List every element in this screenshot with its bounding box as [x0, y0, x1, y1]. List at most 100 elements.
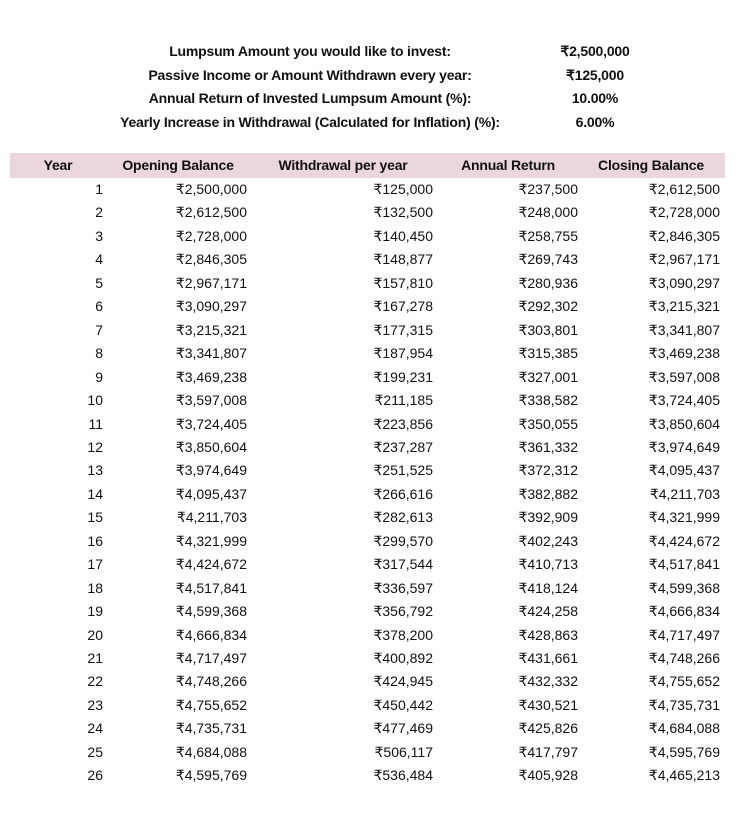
cell-closing-balance: ₹3,850,604 [648, 415, 720, 432]
cell-closing-balance: ₹3,597,008 [648, 368, 720, 385]
cell-opening-balance: ₹3,597,008 [175, 392, 247, 409]
cell-year: 5 [95, 274, 103, 291]
cell-closing-balance: ₹4,717,497 [648, 626, 720, 643]
cell-withdrawal: ₹251,525 [373, 462, 433, 479]
table-row: 9 ₹3,469,238 ₹199,231 ₹327,001 ₹3,597,008 [0, 366, 753, 389]
cell-annual-return: ₹410,713 [518, 556, 578, 573]
cell-withdrawal: ₹177,315 [373, 321, 433, 338]
cell-annual-return: ₹315,385 [518, 345, 578, 362]
cell-closing-balance: ₹2,846,305 [648, 227, 720, 244]
cell-annual-return: ₹392,909 [518, 509, 578, 526]
summary-value: ₹125,000 [566, 66, 624, 83]
summary-value: 10.00% [571, 90, 619, 106]
cell-year: 18 [87, 579, 103, 596]
cell-withdrawal: ₹282,613 [373, 509, 433, 526]
cell-opening-balance: ₹4,517,841 [175, 579, 247, 596]
table-row: 4 ₹2,846,305 ₹148,877 ₹269,743 ₹2,967,171 [0, 248, 753, 271]
cell-annual-return: ₹269,743 [518, 251, 578, 268]
summary-label: Lumpsum Amount you would like to invest: [169, 43, 451, 59]
cell-annual-return: ₹417,797 [518, 743, 578, 760]
cell-opening-balance: ₹2,728,000 [175, 227, 247, 244]
cell-annual-return: ₹428,863 [518, 626, 578, 643]
cell-opening-balance: ₹4,095,437 [175, 485, 247, 502]
cell-year: 7 [95, 321, 103, 338]
cell-closing-balance: ₹3,724,405 [648, 392, 720, 409]
cell-year: 16 [87, 532, 103, 549]
cell-opening-balance: ₹3,215,321 [175, 321, 247, 338]
cell-withdrawal: ₹167,278 [373, 298, 433, 315]
table-row: 12 ₹3,850,604 ₹237,287 ₹361,332 ₹3,974,649 [0, 436, 753, 459]
cell-closing-balance: ₹3,974,649 [648, 438, 720, 455]
cell-withdrawal: ₹317,544 [373, 556, 433, 573]
summary-label: Annual Return of Invested Lumpsum Amount… [148, 90, 472, 106]
cell-year: 11 [88, 415, 103, 432]
cell-year: 6 [95, 298, 103, 315]
cell-opening-balance: ₹4,321,999 [175, 532, 247, 549]
cell-opening-balance: ₹4,424,672 [175, 556, 247, 573]
table-row: 11 ₹3,724,405 ₹223,856 ₹350,055 ₹3,850,604 [0, 413, 753, 436]
cell-annual-return: ₹327,001 [518, 368, 578, 385]
cell-opening-balance: ₹2,846,305 [175, 251, 247, 268]
table-row: 25 ₹4,684,088 ₹506,117 ₹417,797 ₹4,595,769 [0, 741, 753, 764]
cell-opening-balance: ₹4,211,703 [176, 509, 247, 526]
cell-annual-return: ₹402,243 [518, 532, 578, 549]
cell-withdrawal: ₹336,597 [373, 579, 433, 596]
cell-year: 10 [87, 392, 103, 409]
summary-row: Lumpsum Amount you would like to invest:… [0, 40, 753, 62]
cell-closing-balance: ₹4,666,834 [648, 603, 720, 620]
cell-year: 14 [87, 485, 103, 502]
cell-annual-return: ₹292,302 [518, 298, 578, 315]
table-row: 20 ₹4,666,834 ₹378,200 ₹428,863 ₹4,717,497 [0, 624, 753, 647]
table-row: 24 ₹4,735,731 ₹477,469 ₹425,826 ₹4,684,088 [0, 717, 753, 740]
table-row: 16 ₹4,321,999 ₹299,570 ₹402,243 ₹4,424,672 [0, 530, 753, 553]
cell-closing-balance: ₹4,211,703 [649, 485, 720, 502]
table-row: 6 ₹3,090,297 ₹167,278 ₹292,302 ₹3,215,321 [0, 295, 753, 318]
cell-year: 19 [87, 603, 103, 620]
cell-year: 8 [95, 345, 103, 362]
cell-opening-balance: ₹4,717,497 [175, 650, 247, 666]
cell-year: 21 [87, 650, 103, 666]
cell-closing-balance: ₹4,735,731 [648, 696, 720, 713]
cell-withdrawal: ₹299,570 [373, 532, 433, 549]
cell-closing-balance: ₹4,424,672 [648, 532, 720, 549]
cell-closing-balance: ₹3,215,321 [648, 298, 720, 315]
cell-annual-return: ₹338,582 [518, 392, 578, 409]
header-opening-balance: Opening Balance [122, 157, 234, 173]
cell-closing-balance: ₹4,748,266 [648, 650, 720, 666]
header-year: Year [43, 157, 73, 173]
cell-opening-balance: ₹4,684,088 [175, 743, 247, 760]
cell-opening-balance: ₹3,724,405 [175, 415, 247, 432]
cell-opening-balance: ₹2,500,000 [175, 181, 247, 197]
cell-annual-return: ₹303,801 [518, 321, 578, 338]
cell-annual-return: ₹405,928 [518, 767, 578, 784]
cell-closing-balance: ₹4,095,437 [648, 462, 720, 479]
cell-withdrawal: ₹223,856 [373, 415, 433, 432]
summary-row: Yearly Increase in Withdrawal (Calculate… [0, 111, 753, 133]
cell-opening-balance: ₹3,850,604 [175, 438, 247, 455]
summary-row: Passive Income or Amount Withdrawn every… [0, 64, 753, 86]
cell-annual-return: ₹382,882 [518, 485, 578, 502]
cell-closing-balance: ₹2,967,171 [648, 251, 720, 268]
cell-opening-balance: ₹2,612,500 [175, 204, 247, 221]
cell-annual-return: ₹361,332 [518, 438, 578, 455]
cell-withdrawal: ₹211,185 [374, 392, 433, 409]
summary-value: ₹2,500,000 [560, 43, 630, 59]
cell-withdrawal: ₹140,450 [373, 227, 433, 244]
cell-opening-balance: ₹4,666,834 [175, 626, 247, 643]
cell-withdrawal: ₹187,954 [373, 345, 433, 362]
table-row: 26 ₹4,595,769 ₹536,484 ₹405,928 ₹4,465,213 [0, 764, 753, 787]
cell-year: 2 [95, 204, 103, 221]
cell-annual-return: ₹431,661 [518, 650, 578, 666]
cell-withdrawal: ₹536,484 [373, 767, 433, 784]
summary-row: Annual Return of Invested Lumpsum Amount… [0, 87, 753, 109]
cell-year: 17 [87, 556, 103, 573]
cell-closing-balance: ₹4,684,088 [648, 720, 720, 737]
summary-label: Passive Income or Amount Withdrawn every… [148, 66, 472, 83]
cell-year: 12 [87, 438, 103, 455]
cell-closing-balance: ₹4,599,368 [648, 579, 720, 596]
table-row: 3 ₹2,728,000 ₹140,450 ₹258,755 ₹2,846,305 [0, 225, 753, 248]
cell-annual-return: ₹280,936 [518, 274, 578, 291]
cell-year: 26 [87, 767, 103, 784]
cell-opening-balance: ₹3,090,297 [175, 298, 247, 315]
cell-year: 13 [87, 462, 103, 479]
